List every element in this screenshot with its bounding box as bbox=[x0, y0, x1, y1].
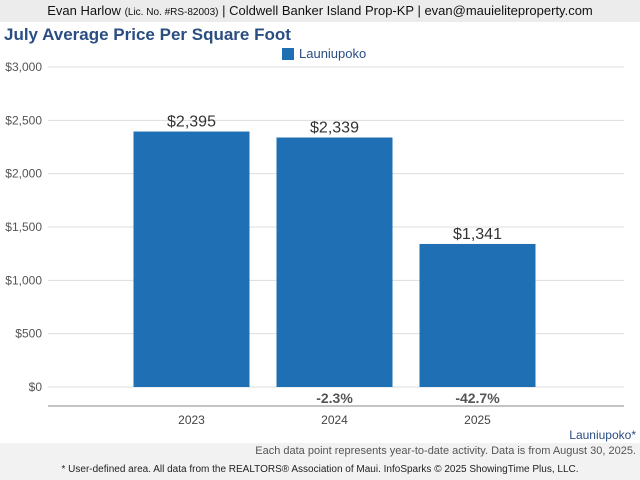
bar-2023 bbox=[133, 131, 250, 387]
bar-chart: $0 $500 $1,000 $1,500 $2,000 $2,500 $3,000 $2,3… bbox=[5, 60, 624, 427]
y-tick-label: $0 bbox=[29, 380, 43, 394]
x-tick-label: 2023 bbox=[178, 413, 205, 427]
y-tick-label: $2,500 bbox=[5, 113, 42, 127]
header-bar: Evan Harlow (Lic. No. #RS-82003) | Coldw… bbox=[0, 0, 640, 22]
legend[interactable]: Launiupoko bbox=[282, 46, 366, 61]
percent-change-label: -2.3% bbox=[316, 390, 353, 406]
y-tick-label: $3,000 bbox=[5, 60, 42, 74]
area-note: Launiupoko* bbox=[569, 428, 636, 442]
y-tick-label: $1,000 bbox=[5, 273, 42, 287]
y-tick-label: $2,000 bbox=[5, 167, 42, 181]
value-label: $1,341 bbox=[453, 226, 502, 243]
license-number: (Lic. No. #RS-82003) bbox=[124, 7, 219, 18]
legend-label: Launiupoko bbox=[299, 46, 367, 61]
x-tick-label: 2025 bbox=[464, 413, 491, 427]
chart-title: July Average Price Per Square Foot bbox=[4, 25, 291, 44]
footer-background bbox=[0, 443, 640, 480]
legend-swatch bbox=[282, 47, 294, 60]
y-tick-label: $500 bbox=[15, 327, 42, 341]
value-label: $2,395 bbox=[167, 114, 216, 131]
bar-2025 bbox=[419, 243, 536, 387]
x-tick-label: 2024 bbox=[321, 413, 348, 427]
data-note: Each data point represents year-to-date … bbox=[255, 445, 636, 457]
y-tick-label: $1,500 bbox=[5, 220, 42, 234]
value-label: $2,339 bbox=[310, 120, 359, 137]
footer-note: * User-defined area. All data from the R… bbox=[61, 464, 579, 475]
percent-change-label: -42.7% bbox=[455, 390, 500, 406]
agent-name: Evan Harlow bbox=[47, 3, 121, 18]
agent-contact: | Coldwell Banker Island Prop-KP | evan@… bbox=[222, 3, 593, 18]
bar-2024 bbox=[276, 137, 393, 387]
